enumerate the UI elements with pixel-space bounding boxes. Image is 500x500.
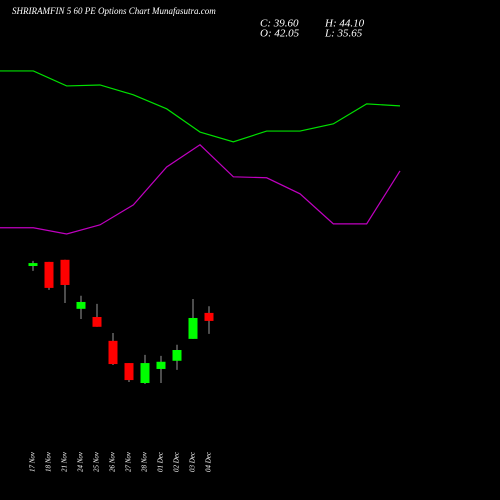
x-tick-label: 18 Nov: [45, 451, 53, 472]
x-tick-label: 28 Nov: [141, 451, 149, 472]
x-tick-label: 25 Nov: [93, 451, 101, 472]
x-tick-label: 27 Nov: [125, 451, 133, 472]
x-tick-label: 03 Dec: [189, 451, 197, 472]
candle-body: [44, 261, 54, 288]
candle-body: [60, 259, 70, 285]
x-tick-label: 02 Dec: [173, 451, 181, 472]
candle-body: [156, 361, 166, 369]
x-tick-label: 26 Nov: [109, 451, 117, 472]
ohlc-summary: C: 39.60: [260, 18, 299, 30]
x-tick-label: 24 Nov: [77, 451, 85, 472]
candle-body: [76, 301, 86, 309]
indicator-line: [0, 144, 401, 235]
candle-body: [204, 312, 214, 321]
candle-body: [124, 363, 134, 381]
ohlc-summary: O: 42.05: [260, 28, 300, 40]
indicator-line: [0, 70, 401, 143]
candle-body: [92, 316, 102, 327]
ohlc-summary: L: 35.65: [324, 28, 363, 40]
chart-title: SHRIRAMFIN 5 60 PE Options Chart Munafas…: [12, 6, 216, 16]
x-tick-label: 01 Dec: [157, 451, 165, 472]
candle-body: [108, 340, 118, 365]
candle-body: [172, 350, 182, 361]
x-tick-label: 04 Dec: [205, 451, 213, 472]
x-tick-label: 17 Nov: [29, 451, 37, 472]
candle-body: [188, 317, 198, 339]
candle-body: [140, 363, 150, 384]
ohlc-summary: H: 44.10: [324, 18, 365, 30]
x-tick-label: 21 Nov: [61, 451, 69, 472]
candle-body: [28, 263, 38, 267]
